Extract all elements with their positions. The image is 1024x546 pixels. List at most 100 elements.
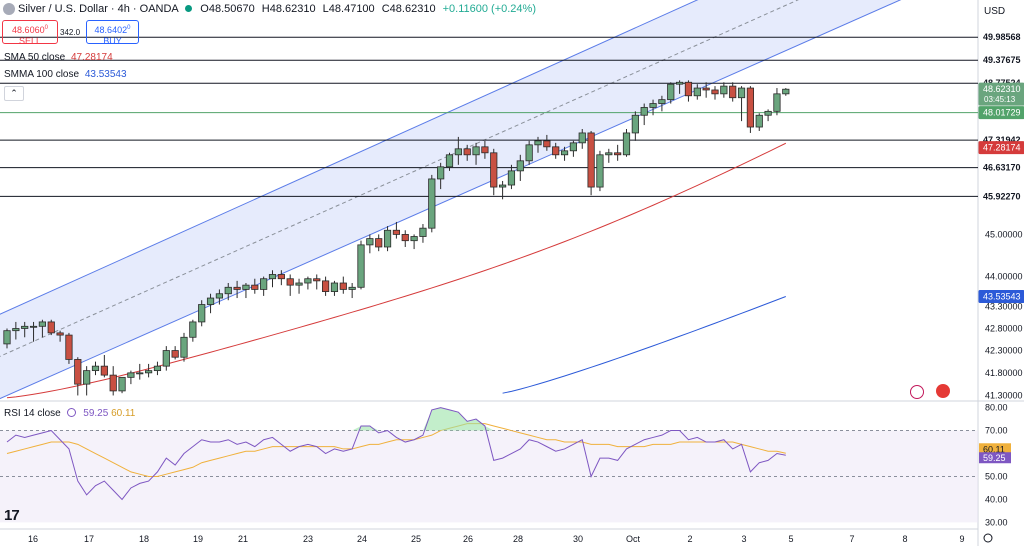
price-label: 47.28174 (983, 143, 1021, 153)
price-tick-label: 42.80000 (985, 323, 1023, 333)
candle (47, 321, 55, 334)
candle (445, 154, 454, 168)
rsi-value-label: 59.25 (983, 453, 1006, 463)
price-label-box (978, 141, 1024, 155)
candle (498, 184, 507, 188)
spread-value: 342.0 (60, 28, 81, 37)
candle (605, 152, 613, 156)
rsi-tick-label: 70.00 (985, 426, 1008, 436)
candle (366, 238, 374, 246)
time-tick-label: 7 (849, 534, 854, 544)
silver-symbol-icon (3, 3, 15, 15)
candle (534, 140, 542, 146)
candle (658, 99, 666, 104)
candle (782, 88, 790, 95)
buy-price-superscript: 0 (127, 25, 131, 31)
settings-icon (983, 533, 993, 543)
flag-icon[interactable] (936, 384, 950, 398)
candle (109, 374, 117, 392)
price-tick-label: 43.30000 (985, 302, 1023, 312)
candle (622, 132, 631, 156)
candle (587, 132, 595, 188)
candle (729, 85, 737, 99)
candle (569, 142, 578, 152)
price-tick-label: 45.00000 (985, 229, 1023, 239)
candle (313, 278, 321, 282)
candle (401, 234, 409, 242)
candle (764, 110, 772, 116)
candle (12, 328, 20, 332)
sma50-legend[interactable]: SMA 50 close 47.28174 (4, 52, 113, 63)
candle (481, 146, 489, 154)
candle (144, 370, 153, 374)
price-label-box (978, 106, 1024, 120)
candle (454, 148, 462, 156)
candle (684, 81, 693, 97)
candle (428, 178, 436, 229)
price-label: 49.98568 (983, 32, 1021, 42)
rsi-tick-label: 30.00 (985, 517, 1008, 527)
sma50-label: SMA 50 close (4, 52, 66, 63)
candle (702, 87, 710, 91)
candle (65, 334, 73, 360)
symbol-title[interactable]: Silver / U.S. Dollar · 4h · OANDA (18, 3, 179, 15)
collapse-legend-button[interactable]: ⌃ (4, 86, 24, 101)
time-tick-label: 30 (573, 534, 583, 544)
candle (676, 81, 684, 85)
candle (383, 229, 392, 248)
price-label: 45.92270 (983, 191, 1021, 201)
sma100-legend[interactable]: SMMA 100 close 43.53543 (4, 69, 127, 80)
candle (127, 372, 135, 378)
candle (91, 365, 100, 372)
candle (29, 325, 38, 328)
time-tick-label: 3 (741, 534, 746, 544)
candle (711, 89, 719, 95)
candle (330, 282, 339, 292)
candle (171, 350, 179, 358)
sell-button[interactable]: 48.60600 SELL (2, 20, 58, 46)
candle (737, 87, 746, 99)
price-label-box (979, 161, 1024, 174)
candle (153, 365, 162, 372)
time-tick-label: 2 (687, 534, 692, 544)
candle (419, 227, 427, 237)
lightning-icon[interactable] (910, 385, 924, 399)
candle (100, 365, 108, 376)
candle (543, 140, 551, 148)
channel-upper-line (0, 0, 699, 315)
candle (260, 278, 268, 290)
channel-lower-line (0, 0, 902, 400)
rsi-legend[interactable]: RSI 14 close 59.25 60.11 (4, 408, 135, 419)
currency-label[interactable]: USD (984, 6, 1006, 17)
candle (215, 293, 223, 299)
candle (38, 321, 47, 327)
candle (251, 284, 259, 290)
time-tick-label: 23 (303, 534, 313, 544)
candle (578, 132, 586, 144)
market-status-icon (185, 5, 193, 12)
main-pane (0, 0, 978, 400)
ohlc-change: +0.11600 (+0.24%) (442, 3, 536, 15)
candle (118, 376, 126, 392)
candle (516, 160, 524, 172)
rsi-ma-line (6, 423, 786, 477)
candle (507, 170, 516, 186)
time-tick-label: 9 (959, 534, 964, 544)
candle (667, 83, 675, 101)
price-label: 48.01729 (983, 108, 1021, 118)
candle (74, 359, 82, 385)
time-tick-label: 21 (238, 534, 248, 544)
buy-button[interactable]: 48.64020 BUY (86, 20, 139, 46)
time-tick-label: Oct (626, 534, 641, 544)
candle (224, 286, 232, 295)
candle (649, 103, 657, 108)
rsi-tick-label: 50.00 (985, 471, 1008, 481)
sma100-label: SMMA 100 close (4, 69, 80, 80)
candle (525, 144, 533, 162)
time-tick-label: 16 (28, 534, 38, 544)
sma100-value: 43.53543 (84, 69, 127, 80)
sma50-line (6, 142, 787, 399)
time-tick-label: 8 (902, 534, 907, 544)
sell-price-superscript: 0 (44, 25, 48, 31)
